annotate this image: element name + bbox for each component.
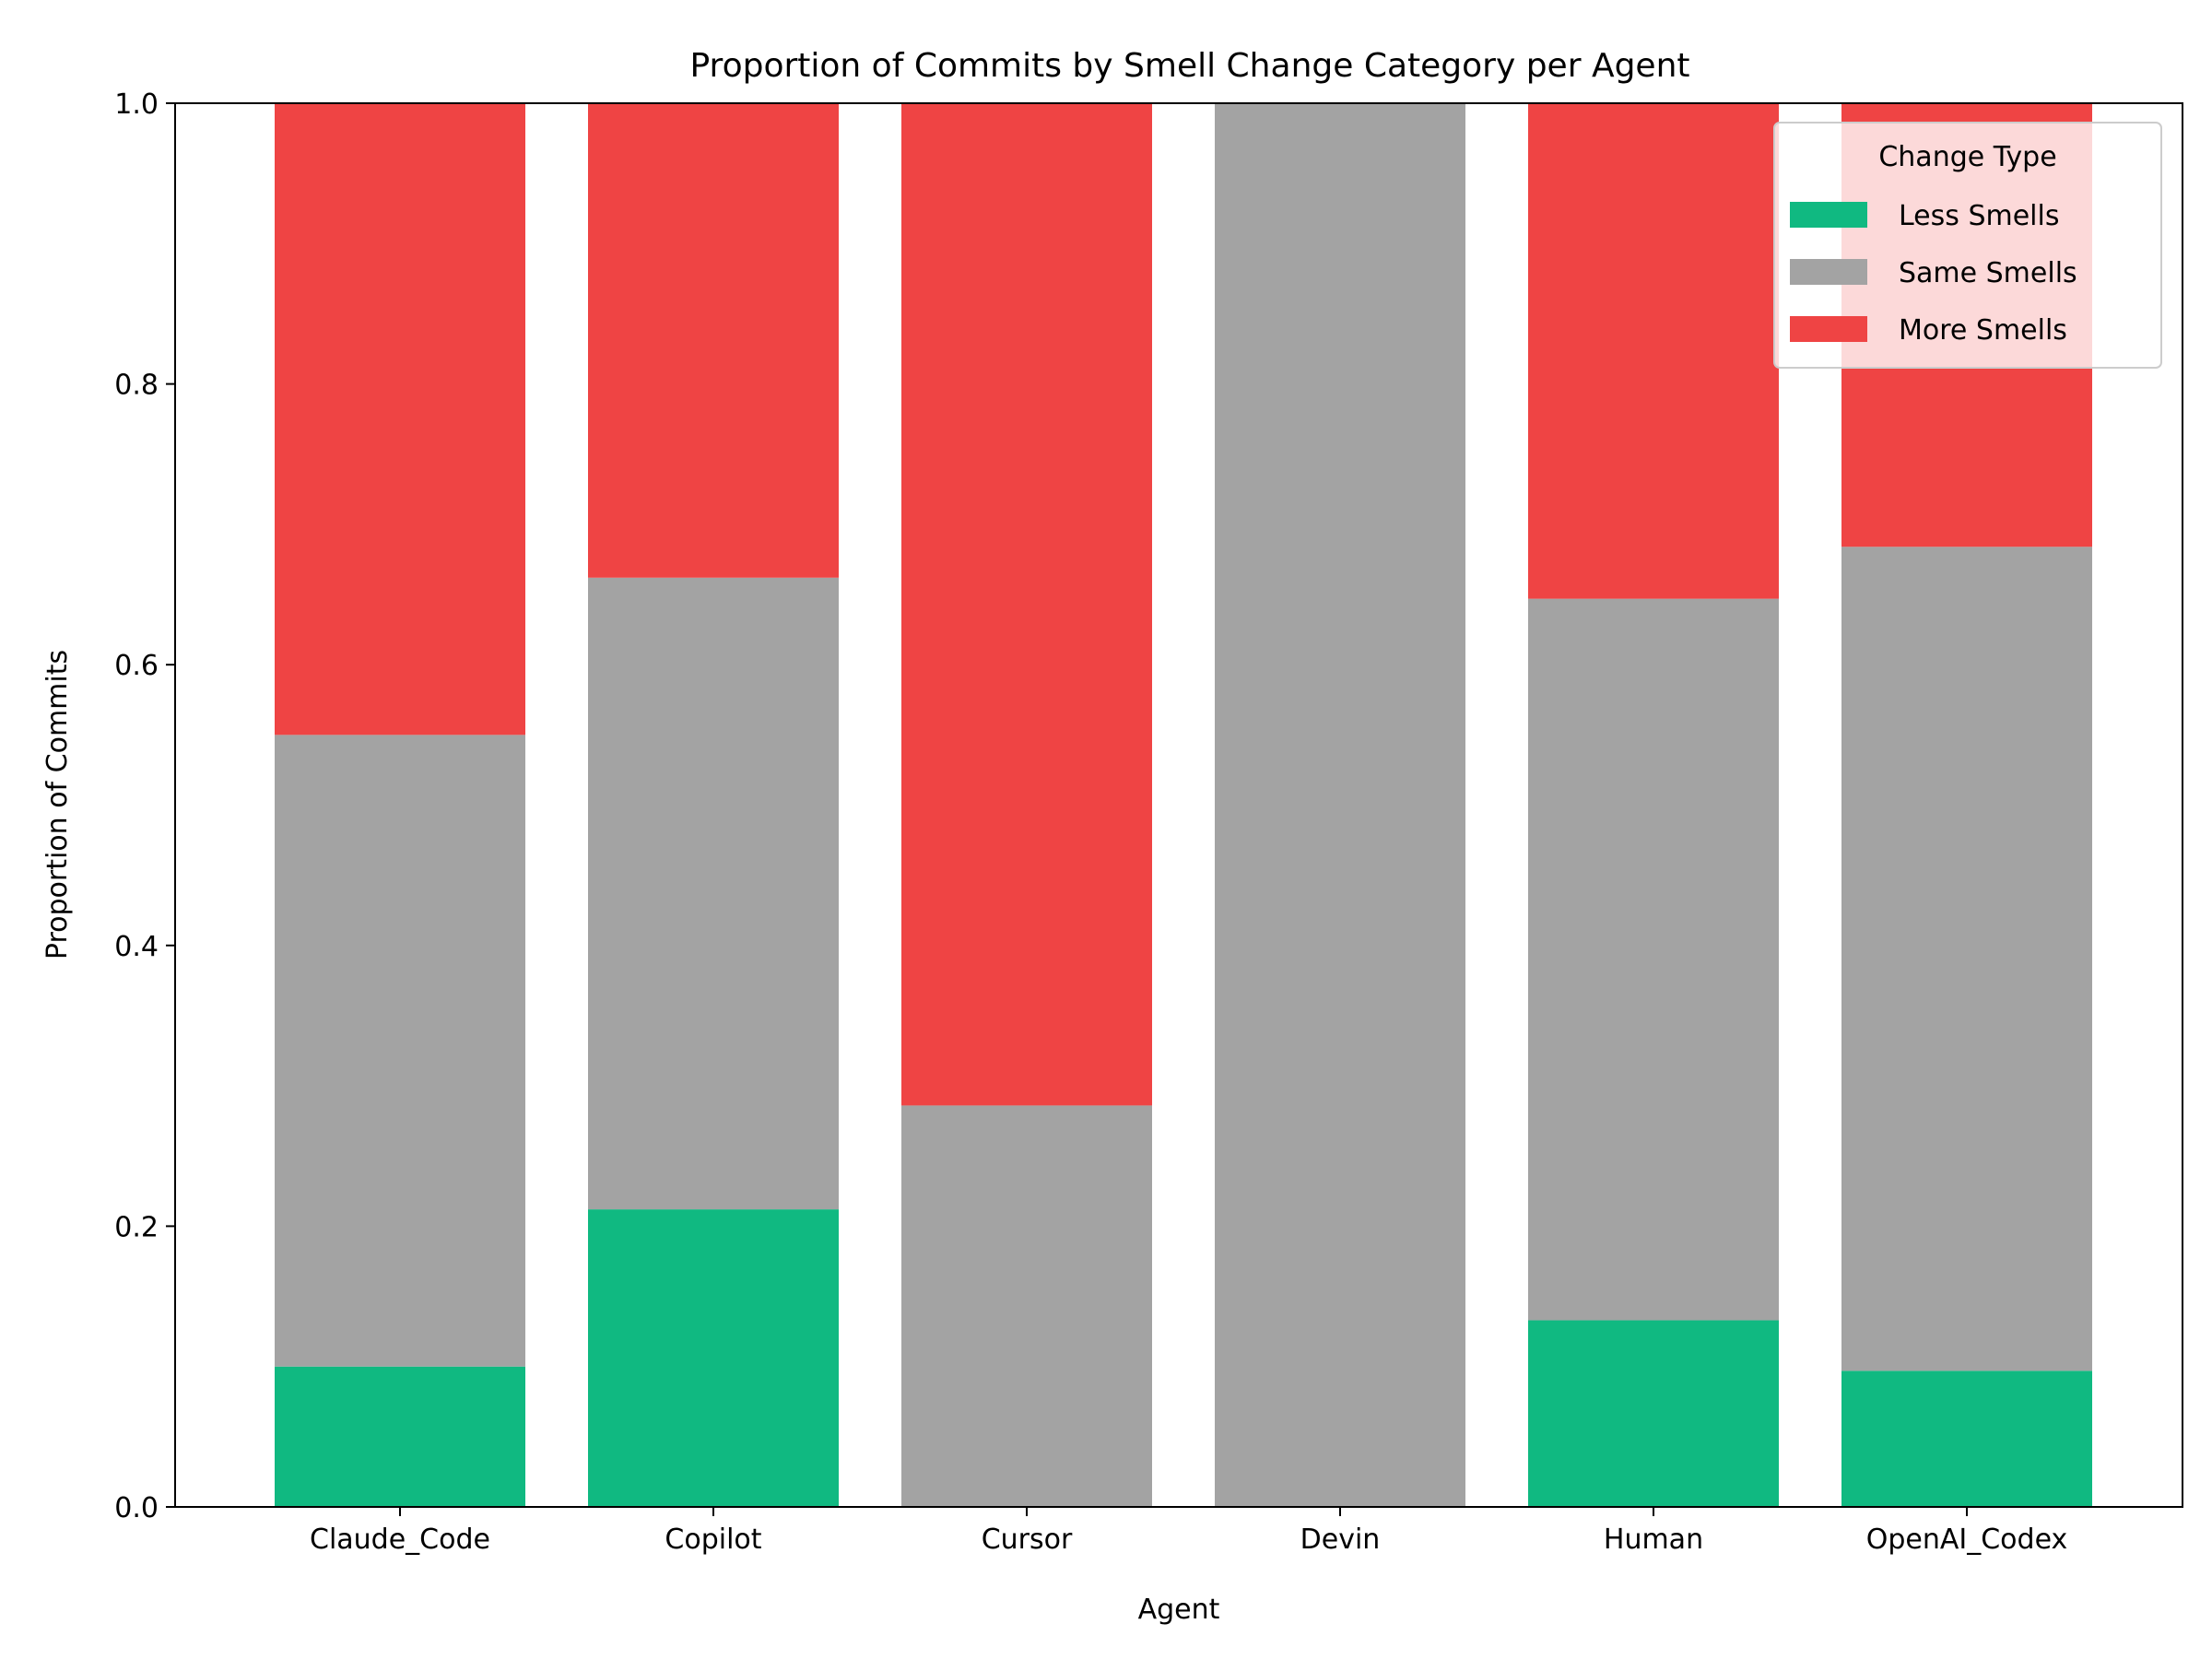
bar-openai-codex-less-smells xyxy=(1841,1371,2092,1507)
bar-claude-code-same-smells xyxy=(275,735,525,1367)
bar-cursor-more-smells xyxy=(901,103,1152,1106)
x-tick-label: Cursor xyxy=(982,1524,1073,1556)
x-axis-ticks: Claude_Code Copilot Cursor Devin Human OpenAI… xyxy=(310,1507,2067,1556)
legend: Change Type Less Smells Same Smells More S… xyxy=(1773,122,2162,369)
y-tick-label: 0.0 xyxy=(114,1492,159,1524)
chart-title: Proportion of Commits by Smell Change Ca… xyxy=(689,47,1689,85)
bar-human-less-smells xyxy=(1528,1320,1779,1507)
legend-label-less-smells: Less Smells xyxy=(1899,200,2059,232)
plot-frame xyxy=(174,102,2183,1508)
y-tick-label: 0.6 xyxy=(114,650,159,682)
legend-title: Change Type xyxy=(1878,141,2056,173)
bar-claude-code-less-smells xyxy=(275,1366,525,1507)
x-tick-label: Claude_Code xyxy=(310,1524,490,1556)
legend-swatch-same-smells xyxy=(1790,259,1867,285)
bar-copilot-less-smells xyxy=(588,1209,839,1507)
bar-human-more-smells xyxy=(1528,103,1779,599)
legend-frame xyxy=(1773,122,2162,369)
x-tick-label: Devin xyxy=(1300,1524,1381,1556)
y-tick-label: 1.0 xyxy=(114,88,159,121)
bar-human-same-smells xyxy=(1528,598,1779,1321)
bar-claude-code-more-smells xyxy=(275,103,525,735)
y-tick-label: 0.8 xyxy=(114,370,159,402)
x-tick-label: Human xyxy=(1604,1524,1703,1556)
bar-copilot-same-smells xyxy=(588,577,839,1210)
y-axis-ticks: 0.0 0.2 0.4 0.6 0.8 1.0 xyxy=(114,88,175,1524)
legend-swatch-less-smells xyxy=(1790,202,1867,228)
y-tick-label: 0.2 xyxy=(114,1211,159,1243)
bar-copilot-more-smells xyxy=(588,103,839,578)
y-axis-label: Proportion of Commits xyxy=(41,650,74,959)
x-axis-label: Agent xyxy=(1138,1594,1220,1626)
x-tick-label: Copilot xyxy=(665,1524,761,1556)
bar-cursor-same-smells xyxy=(901,1105,1152,1507)
bar-openai-codex-same-smells xyxy=(1841,547,2092,1371)
legend-label-more-smells: More Smells xyxy=(1899,314,2067,347)
legend-items: Less Smells Same Smells More Smells xyxy=(1790,200,2077,347)
bars-group xyxy=(275,103,2092,1507)
x-tick-label: OpenAI_Codex xyxy=(1866,1524,2068,1556)
legend-label-same-smells: Same Smells xyxy=(1899,257,2077,289)
y-tick-label: 0.4 xyxy=(114,931,159,963)
legend-swatch-more-smells xyxy=(1790,316,1867,342)
bar-devin-same-smells xyxy=(1215,103,1465,1507)
